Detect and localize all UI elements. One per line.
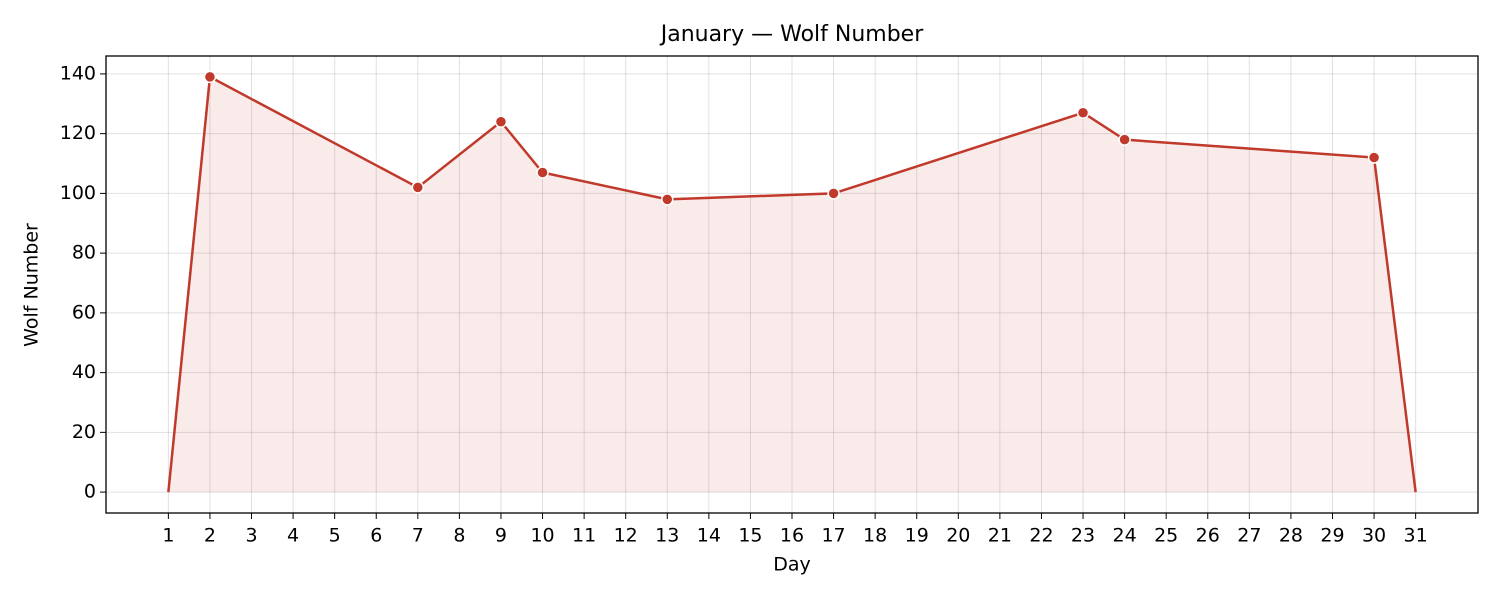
x-tick-label: 28 xyxy=(1279,525,1303,547)
x-tick-label: 24 xyxy=(1113,525,1137,547)
x-tick-label: 30 xyxy=(1362,525,1386,547)
x-tick-label: 5 xyxy=(329,525,341,547)
x-tick-label: 9 xyxy=(495,525,507,547)
x-tick-label: 18 xyxy=(863,525,887,547)
x-tick-label: 26 xyxy=(1196,525,1220,547)
point xyxy=(536,166,549,179)
x-tick-label: 17 xyxy=(821,525,845,547)
point xyxy=(1076,106,1090,120)
point xyxy=(411,181,425,194)
x-tick-label: 12 xyxy=(614,525,638,547)
x-tick-label: 27 xyxy=(1237,525,1261,547)
x-tick-label: 1 xyxy=(162,525,174,547)
point xyxy=(494,115,508,128)
x-tick-label: 22 xyxy=(1029,525,1053,547)
x-tick-label: 29 xyxy=(1320,525,1344,547)
y-tick-label: 140 xyxy=(60,62,96,84)
point xyxy=(827,187,840,200)
x-tick-label: 21 xyxy=(988,525,1012,547)
x-tick-label: 13 xyxy=(655,525,679,547)
x-tick-label: 14 xyxy=(697,525,721,547)
x-tick-label: 20 xyxy=(946,525,970,547)
chart-title: January — Wolf Number xyxy=(659,22,924,47)
y-tick-label: 80 xyxy=(72,242,96,264)
x-tick-label: 3 xyxy=(245,525,257,547)
y-axis-label: Wolf Number xyxy=(21,223,43,347)
y-tick-label: 120 xyxy=(60,122,96,144)
x-tick-label: 6 xyxy=(370,525,382,547)
x-tick-label: 7 xyxy=(412,525,424,547)
x-tick-label: 15 xyxy=(738,525,762,547)
x-tick-label: 8 xyxy=(453,525,465,547)
y-tick-label: 40 xyxy=(72,361,96,383)
y-tick-label: 0 xyxy=(84,481,96,503)
x-tick-label: 11 xyxy=(572,525,596,547)
x-tick-label: 23 xyxy=(1071,525,1095,547)
x-tick-label: 2 xyxy=(204,525,216,547)
y-tick-label: 100 xyxy=(60,182,96,204)
x-tick-label: 31 xyxy=(1404,525,1428,547)
y-tick-label: 20 xyxy=(72,421,96,443)
x-tick-label: 25 xyxy=(1154,525,1178,547)
point xyxy=(661,193,674,206)
x-tick-label: 10 xyxy=(530,525,554,547)
area xyxy=(168,76,1416,493)
x-axis-label: Day xyxy=(773,554,811,576)
x-tick-label: 16 xyxy=(780,525,804,547)
x-tick-label: 19 xyxy=(905,525,929,547)
y-tick-label: 60 xyxy=(72,301,96,323)
plot-frame xyxy=(105,55,1479,514)
point xyxy=(1118,133,1131,146)
x-tick-label: 4 xyxy=(287,525,299,547)
point xyxy=(203,70,217,84)
point xyxy=(1367,151,1381,164)
